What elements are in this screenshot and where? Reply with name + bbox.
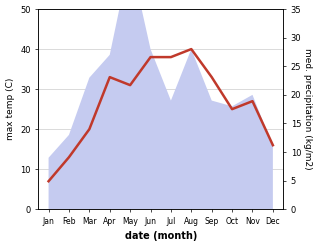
- X-axis label: date (month): date (month): [125, 231, 197, 242]
- Y-axis label: med. precipitation (kg/m2): med. precipitation (kg/m2): [303, 48, 313, 170]
- Y-axis label: max temp (C): max temp (C): [5, 78, 15, 140]
